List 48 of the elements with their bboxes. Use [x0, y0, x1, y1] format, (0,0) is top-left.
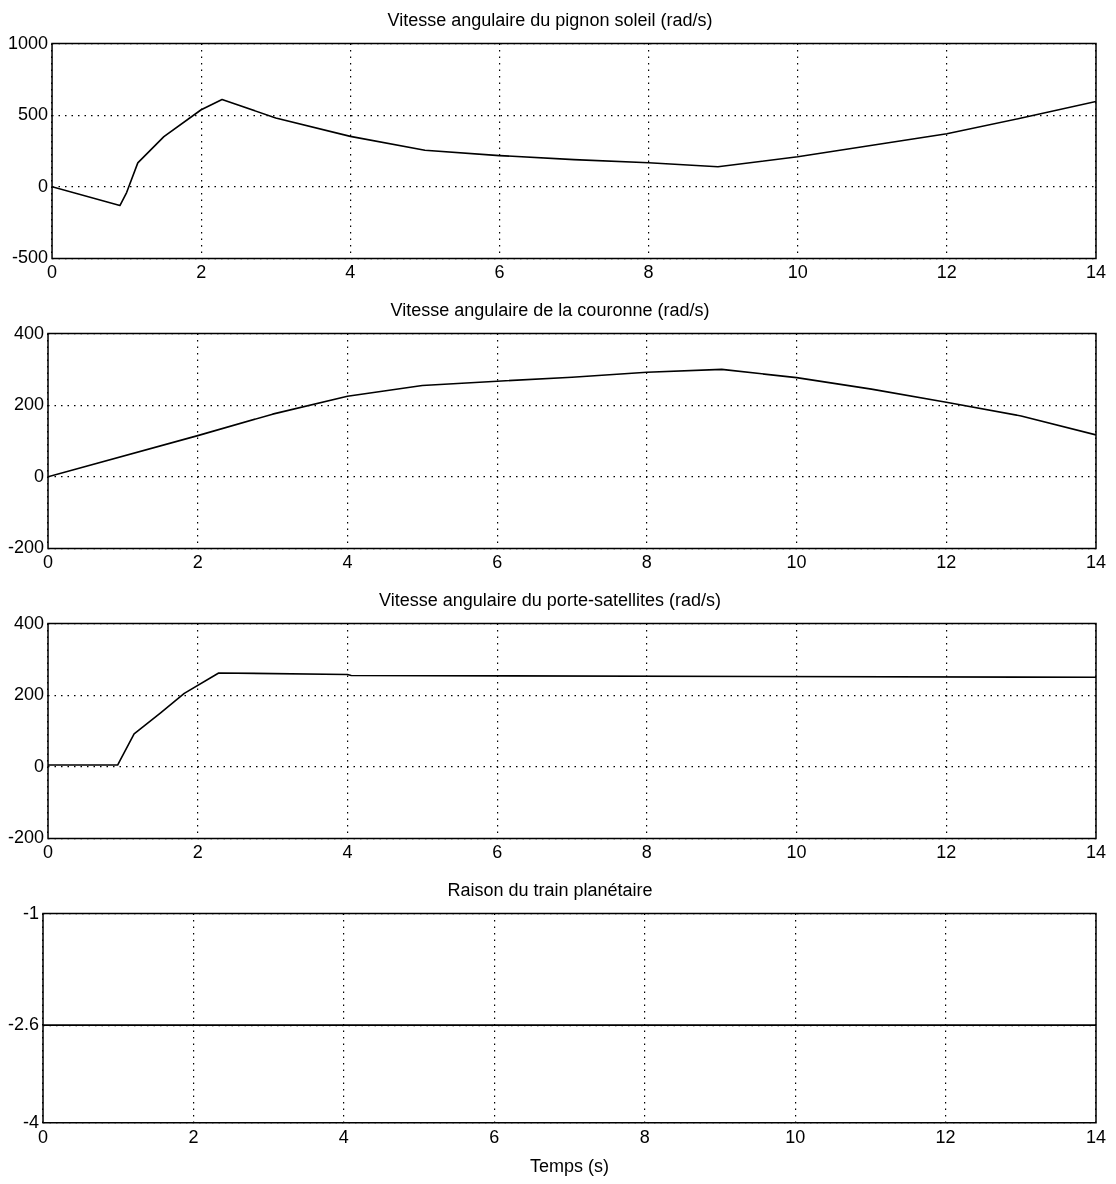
- x-tick-label: 4: [342, 552, 353, 573]
- x-tick-label: 4: [342, 842, 353, 863]
- x-tick-label: 10: [787, 262, 808, 283]
- x-tick-label: 14: [1085, 842, 1107, 863]
- x-tick-label: 4: [338, 1126, 349, 1147]
- x-tick-label: 14: [1085, 552, 1107, 573]
- x-tick-label: 12: [936, 262, 957, 283]
- x-tick-label: 8: [643, 262, 654, 283]
- x-tick-label: 12: [936, 842, 957, 863]
- x-tick-label: 10: [786, 842, 807, 863]
- y-tick-label: 200: [13, 394, 45, 415]
- x-tick-label: 12: [935, 1126, 956, 1147]
- x-tick-label: 2: [192, 842, 203, 863]
- y-tick-label: 0: [34, 755, 45, 776]
- y-tick-label: 500: [18, 104, 49, 125]
- x-tick-label: 6: [492, 842, 503, 863]
- x-tick-label: 10: [786, 552, 807, 573]
- x-tick-label: 2: [196, 262, 207, 283]
- x-tick-label: 14: [1085, 1126, 1107, 1147]
- y-tick-label: 200: [13, 684, 45, 705]
- y-tick-label: -200: [8, 537, 45, 558]
- x-tick-label: 6: [492, 552, 503, 573]
- x-tick-label: 2: [188, 1126, 199, 1147]
- x-tick-label: 8: [641, 842, 652, 863]
- chart-title: Vitesse angulaire de la couronne (rad/s): [390, 299, 710, 320]
- y-tick-label: 1000: [8, 32, 49, 53]
- y-tick-label: -200: [8, 827, 45, 848]
- y-tick-label: 0: [38, 175, 49, 196]
- y-tick-label: -4: [23, 1111, 40, 1132]
- x-tick-label: 8: [641, 552, 652, 573]
- x-tick-label: 4: [345, 262, 356, 283]
- y-tick-label: -500: [12, 247, 49, 268]
- chart-title: Raison du train planétaire: [447, 879, 653, 900]
- y-tick-label: -1: [23, 902, 40, 923]
- y-tick-label: 0: [34, 465, 45, 486]
- x-tick-label: 10: [785, 1126, 806, 1147]
- x-axis-title: Temps (s): [530, 1156, 610, 1177]
- y-tick-label: 400: [13, 612, 45, 633]
- y-tick-label: 400: [13, 322, 45, 343]
- x-tick-label: 2: [192, 552, 203, 573]
- chart-title: Vitesse angulaire du pignon soleil (rad/s): [387, 9, 713, 30]
- x-tick-label: 12: [936, 552, 957, 573]
- x-tick-label: 8: [639, 1126, 650, 1147]
- x-tick-label: 14: [1085, 262, 1107, 283]
- x-tick-label: 6: [489, 1126, 500, 1147]
- y-tick-label: -2.6: [7, 1014, 40, 1035]
- chart-title: Vitesse angulaire du porte-satellites (rad/s): [379, 589, 721, 610]
- x-tick-label: 6: [494, 262, 505, 283]
